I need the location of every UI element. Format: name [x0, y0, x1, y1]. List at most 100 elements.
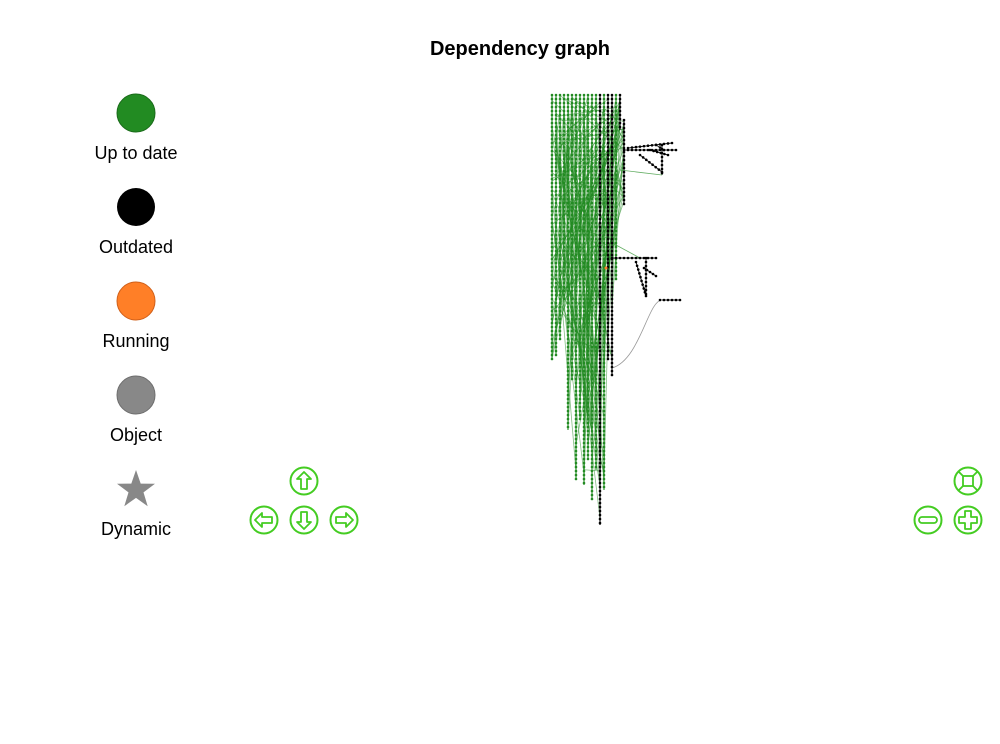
graph-node[interactable] — [578, 145, 582, 149]
graph-node[interactable] — [610, 353, 614, 357]
graph-node[interactable] — [594, 461, 598, 465]
graph-node[interactable] — [610, 249, 614, 253]
graph-node[interactable] — [550, 109, 554, 113]
graph-node[interactable] — [598, 461, 602, 465]
graph-node[interactable] — [574, 273, 578, 277]
graph-node[interactable] — [602, 245, 606, 249]
graph-node[interactable] — [666, 148, 670, 152]
graph-node[interactable] — [654, 274, 658, 278]
graph-node[interactable] — [610, 337, 614, 341]
graph-node[interactable] — [578, 325, 582, 329]
graph-node[interactable] — [622, 166, 626, 170]
graph-node[interactable] — [602, 385, 606, 389]
graph-node[interactable] — [566, 341, 570, 345]
graph-node[interactable] — [566, 153, 570, 157]
graph-node[interactable] — [594, 105, 598, 109]
graph-node[interactable] — [574, 189, 578, 193]
graph-node[interactable] — [550, 345, 554, 349]
graph-node[interactable] — [550, 313, 554, 317]
graph-node[interactable] — [582, 253, 586, 257]
graph-node[interactable] — [586, 389, 590, 393]
graph-node[interactable] — [582, 189, 586, 193]
graph-node[interactable] — [610, 177, 614, 181]
graph-node[interactable] — [606, 277, 610, 281]
graph-node[interactable] — [610, 329, 614, 333]
graph-node[interactable] — [562, 137, 566, 141]
graph-node[interactable] — [610, 105, 614, 109]
graph-node[interactable] — [558, 309, 562, 313]
graph-node[interactable] — [582, 313, 586, 317]
graph-node[interactable] — [586, 333, 590, 337]
graph-node[interactable] — [598, 265, 602, 269]
graph-node[interactable] — [574, 269, 578, 273]
graph-node[interactable] — [558, 117, 562, 121]
graph-node[interactable] — [570, 229, 574, 233]
graph-node[interactable] — [582, 277, 586, 281]
graph-node[interactable] — [638, 153, 642, 157]
graph-node[interactable] — [574, 221, 578, 225]
graph-node[interactable] — [574, 137, 578, 141]
graph-node[interactable] — [586, 309, 590, 313]
graph-node[interactable] — [610, 221, 614, 225]
graph-node[interactable] — [602, 237, 606, 241]
graph-node[interactable] — [594, 405, 598, 409]
graph-node[interactable] — [550, 121, 554, 125]
graph-node[interactable] — [562, 289, 566, 293]
graph-node[interactable] — [566, 281, 570, 285]
graph-node[interactable] — [554, 141, 558, 145]
graph-node[interactable] — [586, 173, 590, 177]
graph-node[interactable] — [566, 289, 570, 293]
graph-node[interactable] — [566, 377, 570, 381]
graph-node[interactable] — [574, 477, 578, 481]
graph-node[interactable] — [586, 365, 590, 369]
graph-node[interactable] — [644, 288, 648, 292]
graph-node[interactable] — [550, 229, 554, 233]
graph-node[interactable] — [594, 409, 598, 413]
graph-node[interactable] — [590, 425, 594, 429]
graph-node[interactable] — [566, 361, 570, 365]
graph-node[interactable] — [582, 233, 586, 237]
graph-node[interactable] — [622, 170, 626, 174]
graph-node[interactable] — [582, 345, 586, 349]
graph-node[interactable] — [562, 141, 566, 145]
graph-node[interactable] — [566, 405, 570, 409]
graph-node[interactable] — [590, 325, 594, 329]
graph-node[interactable] — [566, 193, 570, 197]
graph-node[interactable] — [618, 97, 622, 101]
graph-node[interactable] — [550, 113, 554, 117]
graph-node[interactable] — [614, 256, 618, 260]
graph-node[interactable] — [558, 141, 562, 145]
graph-node[interactable] — [602, 441, 606, 445]
graph-node[interactable] — [598, 389, 602, 393]
graph-node[interactable] — [558, 201, 562, 205]
graph-node[interactable] — [602, 153, 606, 157]
graph-node[interactable] — [602, 341, 606, 345]
graph-node[interactable] — [566, 161, 570, 165]
graph-node[interactable] — [610, 141, 614, 145]
graph-node[interactable] — [598, 181, 602, 185]
graph-node[interactable] — [590, 437, 594, 441]
graph-node[interactable] — [550, 201, 554, 205]
graph-node[interactable] — [614, 249, 618, 253]
graph-node[interactable] — [550, 321, 554, 325]
graph-node[interactable] — [635, 264, 639, 268]
graph-node[interactable] — [582, 369, 586, 373]
graph-node[interactable] — [566, 133, 570, 137]
graph-node[interactable] — [602, 461, 606, 465]
graph-node[interactable] — [598, 393, 602, 397]
graph-node[interactable] — [602, 429, 606, 433]
graph-node[interactable] — [554, 229, 558, 233]
graph-node[interactable] — [594, 449, 598, 453]
graph-node[interactable] — [586, 377, 590, 381]
graph-node[interactable] — [558, 133, 562, 137]
graph-node[interactable] — [582, 181, 586, 185]
graph-node[interactable] — [586, 349, 590, 353]
graph-node[interactable] — [566, 253, 570, 257]
graph-node[interactable] — [602, 445, 606, 449]
graph-node[interactable] — [610, 237, 614, 241]
graph-node[interactable] — [618, 101, 622, 105]
graph-node[interactable] — [578, 293, 582, 297]
graph-node[interactable] — [598, 225, 602, 229]
graph-node[interactable] — [550, 133, 554, 137]
